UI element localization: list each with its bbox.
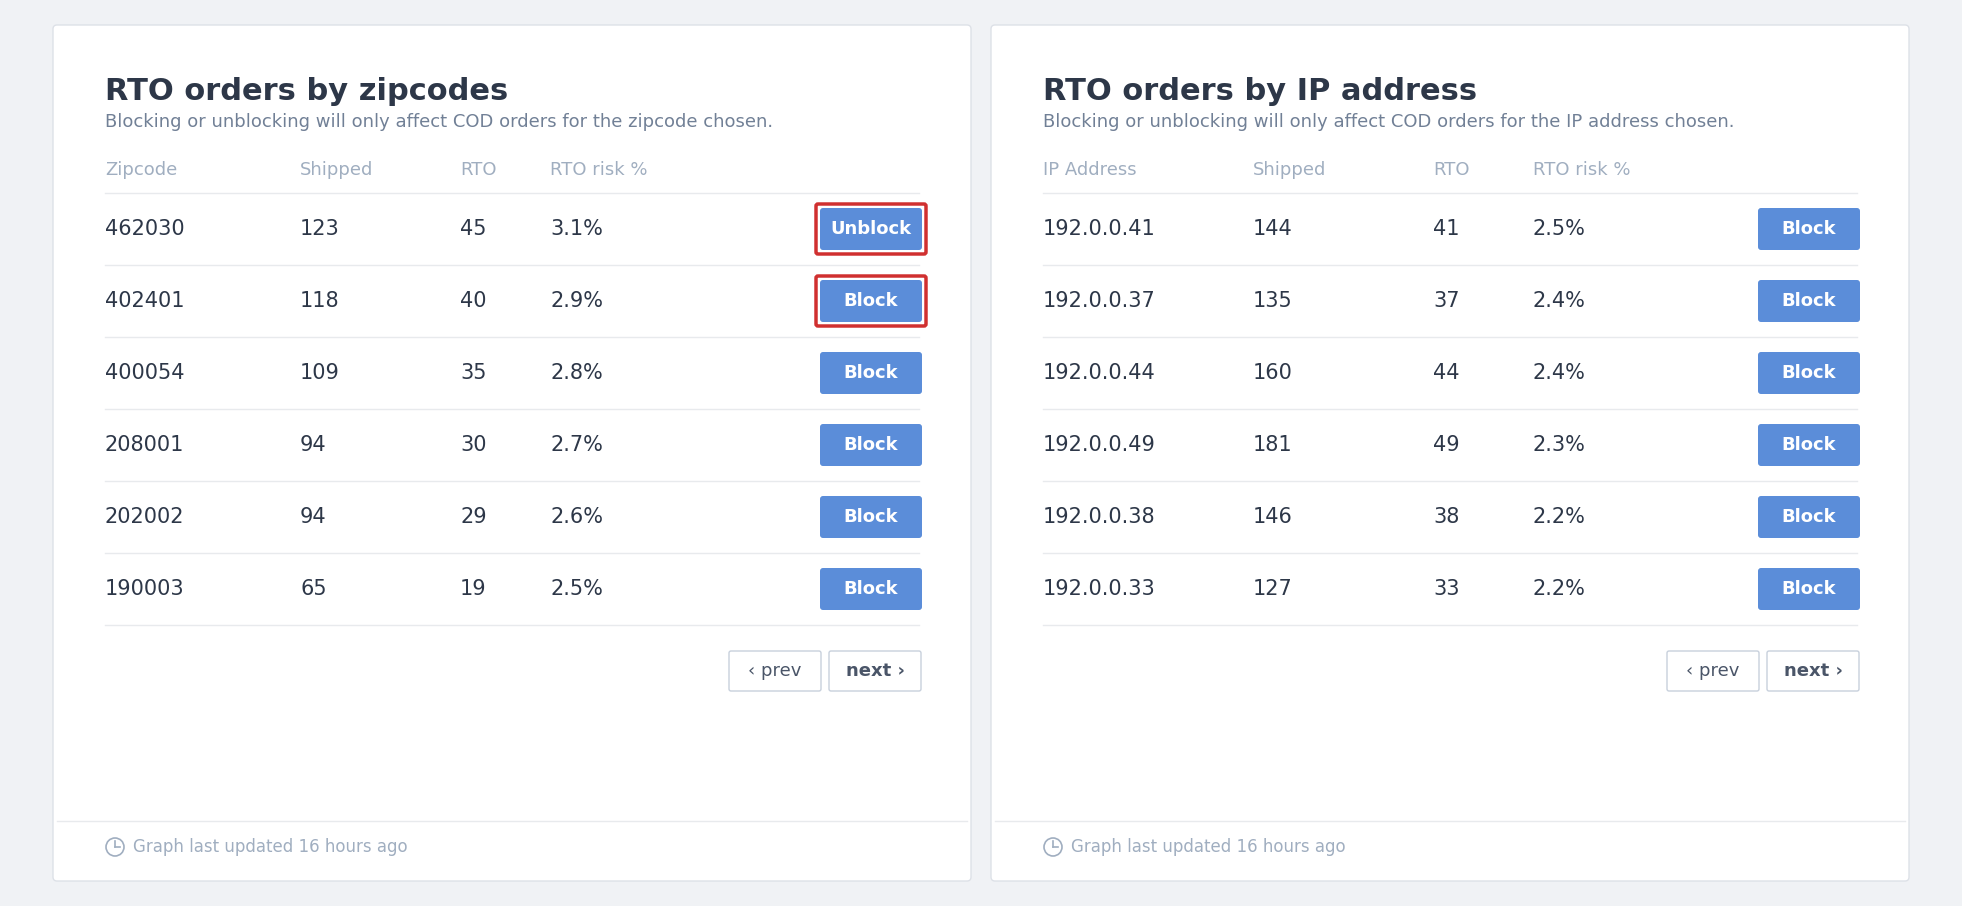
Text: Graph last updated 16 hours ago: Graph last updated 16 hours ago bbox=[133, 838, 408, 856]
FancyBboxPatch shape bbox=[820, 208, 922, 250]
Text: 192.0.0.44: 192.0.0.44 bbox=[1044, 363, 1156, 383]
Text: Blocking or unblocking will only affect COD orders for the IP address chosen.: Blocking or unblocking will only affect … bbox=[1044, 113, 1734, 131]
Text: 2.3%: 2.3% bbox=[1532, 435, 1585, 455]
Text: ‹ prev: ‹ prev bbox=[748, 662, 802, 680]
Text: 44: 44 bbox=[1432, 363, 1460, 383]
FancyBboxPatch shape bbox=[53, 25, 971, 881]
Text: Block: Block bbox=[1781, 508, 1836, 526]
Text: 402401: 402401 bbox=[106, 291, 184, 311]
Text: 192.0.0.33: 192.0.0.33 bbox=[1044, 579, 1156, 599]
FancyBboxPatch shape bbox=[1758, 208, 1860, 250]
Text: Blocking or unblocking will only affect COD orders for the zipcode chosen.: Blocking or unblocking will only affect … bbox=[106, 113, 773, 131]
Text: Block: Block bbox=[1781, 292, 1836, 310]
Text: next ›: next › bbox=[846, 662, 904, 680]
FancyBboxPatch shape bbox=[730, 651, 820, 691]
Text: 109: 109 bbox=[300, 363, 339, 383]
FancyBboxPatch shape bbox=[1758, 280, 1860, 322]
Text: 2.4%: 2.4% bbox=[1532, 291, 1585, 311]
Text: Unblock: Unblock bbox=[830, 220, 912, 238]
Text: 123: 123 bbox=[300, 219, 339, 239]
Text: 2.5%: 2.5% bbox=[549, 579, 602, 599]
Text: Block: Block bbox=[1781, 436, 1836, 454]
Text: RTO risk %: RTO risk % bbox=[1532, 161, 1630, 179]
Text: Block: Block bbox=[1781, 220, 1836, 238]
Text: 400054: 400054 bbox=[106, 363, 184, 383]
Text: 2.7%: 2.7% bbox=[549, 435, 602, 455]
Text: 127: 127 bbox=[1254, 579, 1293, 599]
Text: 202002: 202002 bbox=[106, 507, 184, 527]
Text: 94: 94 bbox=[300, 507, 326, 527]
Text: 40: 40 bbox=[459, 291, 487, 311]
Text: 37: 37 bbox=[1432, 291, 1460, 311]
Text: Block: Block bbox=[844, 436, 899, 454]
Text: RTO: RTO bbox=[1432, 161, 1470, 179]
FancyBboxPatch shape bbox=[1668, 651, 1760, 691]
FancyBboxPatch shape bbox=[820, 352, 922, 394]
FancyBboxPatch shape bbox=[820, 424, 922, 466]
FancyBboxPatch shape bbox=[1758, 496, 1860, 538]
Text: 41: 41 bbox=[1432, 219, 1460, 239]
Text: 208001: 208001 bbox=[106, 435, 184, 455]
Text: 2.4%: 2.4% bbox=[1532, 363, 1585, 383]
Text: RTO orders by IP address: RTO orders by IP address bbox=[1044, 77, 1477, 106]
Text: 2.8%: 2.8% bbox=[549, 363, 602, 383]
Text: 29: 29 bbox=[459, 507, 487, 527]
FancyBboxPatch shape bbox=[820, 568, 922, 610]
Text: Block: Block bbox=[1781, 364, 1836, 382]
Text: 144: 144 bbox=[1254, 219, 1293, 239]
Text: 146: 146 bbox=[1254, 507, 1293, 527]
Text: Shipped: Shipped bbox=[1254, 161, 1326, 179]
Text: Block: Block bbox=[1781, 580, 1836, 598]
Text: 45: 45 bbox=[459, 219, 487, 239]
Text: 192.0.0.49: 192.0.0.49 bbox=[1044, 435, 1156, 455]
Text: 38: 38 bbox=[1432, 507, 1460, 527]
Text: 33: 33 bbox=[1432, 579, 1460, 599]
FancyBboxPatch shape bbox=[1758, 424, 1860, 466]
Text: 35: 35 bbox=[459, 363, 487, 383]
Text: 462030: 462030 bbox=[106, 219, 184, 239]
Text: Block: Block bbox=[844, 508, 899, 526]
FancyBboxPatch shape bbox=[1758, 568, 1860, 610]
Text: next ›: next › bbox=[1783, 662, 1842, 680]
FancyBboxPatch shape bbox=[1758, 352, 1860, 394]
Text: 94: 94 bbox=[300, 435, 326, 455]
Text: 118: 118 bbox=[300, 291, 339, 311]
FancyBboxPatch shape bbox=[830, 651, 920, 691]
Text: ‹ prev: ‹ prev bbox=[1685, 662, 1740, 680]
Text: 2.5%: 2.5% bbox=[1532, 219, 1585, 239]
Text: Block: Block bbox=[844, 364, 899, 382]
Text: 190003: 190003 bbox=[106, 579, 184, 599]
Text: 65: 65 bbox=[300, 579, 326, 599]
Text: 192.0.0.37: 192.0.0.37 bbox=[1044, 291, 1156, 311]
Text: 19: 19 bbox=[459, 579, 487, 599]
FancyBboxPatch shape bbox=[991, 25, 1909, 881]
Text: 2.9%: 2.9% bbox=[549, 291, 602, 311]
Text: 160: 160 bbox=[1254, 363, 1293, 383]
Text: Block: Block bbox=[844, 580, 899, 598]
Text: 192.0.0.38: 192.0.0.38 bbox=[1044, 507, 1156, 527]
Text: 192.0.0.41: 192.0.0.41 bbox=[1044, 219, 1156, 239]
FancyBboxPatch shape bbox=[820, 496, 922, 538]
Text: 30: 30 bbox=[459, 435, 487, 455]
Text: 49: 49 bbox=[1432, 435, 1460, 455]
FancyBboxPatch shape bbox=[1768, 651, 1860, 691]
Text: RTO orders by zipcodes: RTO orders by zipcodes bbox=[106, 77, 508, 106]
Text: 181: 181 bbox=[1254, 435, 1293, 455]
Text: Block: Block bbox=[844, 292, 899, 310]
Text: 2.2%: 2.2% bbox=[1532, 507, 1585, 527]
Text: 3.1%: 3.1% bbox=[549, 219, 602, 239]
Text: IP Address: IP Address bbox=[1044, 161, 1136, 179]
Text: 135: 135 bbox=[1254, 291, 1293, 311]
Text: Graph last updated 16 hours ago: Graph last updated 16 hours ago bbox=[1071, 838, 1346, 856]
Text: Zipcode: Zipcode bbox=[106, 161, 177, 179]
Text: RTO risk %: RTO risk % bbox=[549, 161, 647, 179]
Text: 2.2%: 2.2% bbox=[1532, 579, 1585, 599]
Text: Shipped: Shipped bbox=[300, 161, 373, 179]
Text: RTO: RTO bbox=[459, 161, 496, 179]
FancyBboxPatch shape bbox=[820, 280, 922, 322]
Text: 2.6%: 2.6% bbox=[549, 507, 602, 527]
